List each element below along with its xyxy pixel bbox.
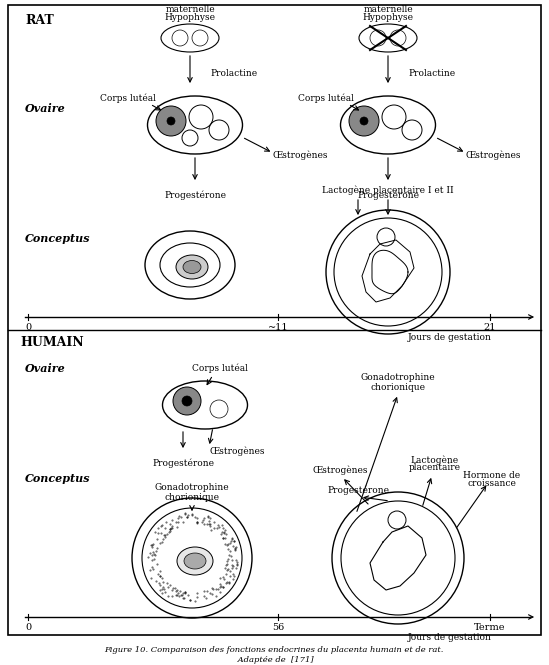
Text: Prolactine: Prolactine [408, 68, 455, 78]
Text: HUMAIN: HUMAIN [20, 336, 83, 348]
Text: 0: 0 [25, 622, 31, 632]
Text: Conceptus: Conceptus [25, 473, 91, 483]
Text: Jours de gestation: Jours de gestation [408, 632, 492, 642]
Text: Figure 10. Comparaison des fonctions endocrines du placenta humain et de rat.
 A: Figure 10. Comparaison des fonctions end… [104, 646, 444, 664]
Text: Lactogène placentaire I et II: Lactogène placentaire I et II [322, 186, 454, 195]
Circle shape [173, 387, 201, 415]
Text: Œstrogènes: Œstrogènes [209, 446, 265, 456]
Text: Hypophyse: Hypophyse [165, 13, 216, 23]
Text: Terme: Terme [474, 622, 506, 632]
Text: Ovaire: Ovaire [25, 102, 66, 114]
Text: Œstrogènes: Œstrogènes [465, 150, 521, 160]
Text: Progestérone: Progestérone [327, 485, 389, 495]
Text: placentaire: placentaire [409, 464, 461, 473]
Ellipse shape [184, 553, 206, 569]
Text: chorionique: chorionique [165, 493, 220, 501]
Ellipse shape [176, 255, 208, 279]
Text: Ovaire: Ovaire [25, 362, 66, 374]
Text: maternelle: maternelle [165, 5, 215, 15]
Circle shape [349, 106, 379, 136]
Text: Gonadotrophine: Gonadotrophine [361, 374, 435, 382]
Text: Prolactine: Prolactine [210, 68, 257, 78]
Text: maternelle: maternelle [363, 5, 413, 15]
Text: Corps lutéal: Corps lutéal [192, 363, 248, 373]
Text: Lactogène: Lactogène [411, 456, 459, 465]
Text: Œstrogènes: Œstrogènes [312, 465, 368, 475]
Text: Œstrogènes: Œstrogènes [272, 150, 328, 160]
Text: RAT: RAT [25, 13, 54, 27]
Text: Jours de gestation: Jours de gestation [408, 332, 492, 342]
Text: Hypophyse: Hypophyse [362, 13, 413, 23]
Text: 56: 56 [272, 622, 284, 632]
Circle shape [182, 396, 192, 406]
Circle shape [360, 117, 368, 125]
Text: ~11: ~11 [268, 323, 288, 331]
Text: Hormone de: Hormone de [463, 471, 520, 481]
Ellipse shape [177, 547, 213, 575]
Text: chorionique: chorionique [371, 382, 425, 392]
Text: Conceptus: Conceptus [25, 233, 91, 243]
Text: Progestérone: Progestérone [152, 458, 214, 467]
Text: 0: 0 [25, 323, 31, 331]
Text: croissance: croissance [468, 479, 517, 489]
Circle shape [167, 117, 175, 125]
Text: Progestérone: Progestérone [164, 190, 226, 200]
Text: 21: 21 [484, 323, 496, 331]
Text: Corps lutéal: Corps lutéal [298, 93, 354, 103]
Circle shape [156, 106, 186, 136]
Text: Progestérone: Progestérone [357, 190, 419, 200]
Text: Corps lutéal: Corps lutéal [100, 93, 156, 103]
Text: Gonadotrophine: Gonadotrophine [155, 483, 229, 493]
Ellipse shape [183, 261, 201, 273]
